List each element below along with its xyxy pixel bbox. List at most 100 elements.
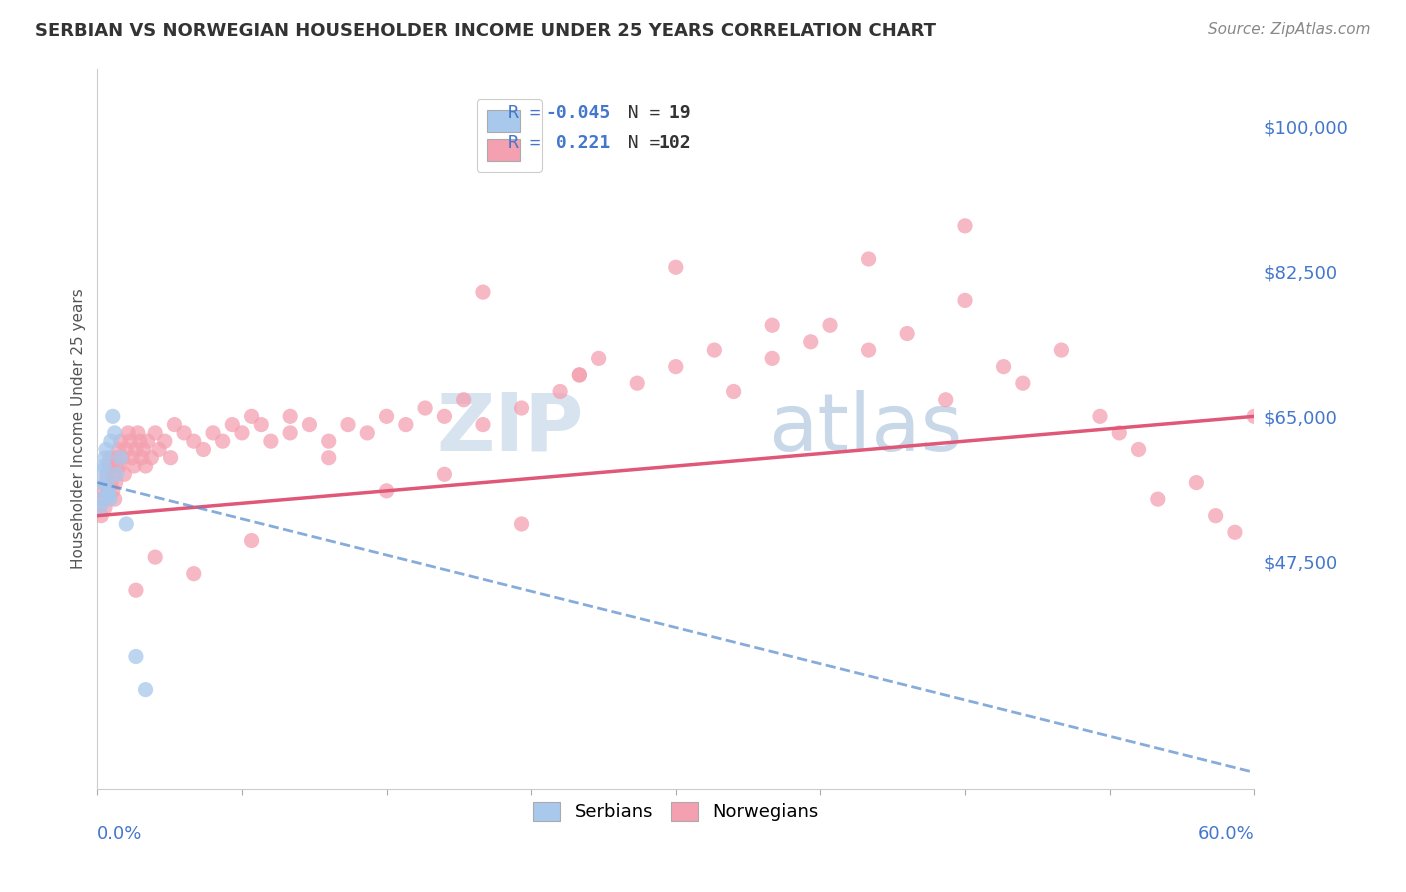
- Point: [115, 442, 138, 457]
- Text: -0.045: -0.045: [546, 104, 610, 122]
- Point: [91, 463, 114, 477]
- Text: SERBIAN VS NORWEGIAN HOUSEHOLDER INCOME UNDER 25 YEARS CORRELATION CHART: SERBIAN VS NORWEGIAN HOUSEHOLDER INCOME …: [35, 22, 936, 40]
- Text: R =: R =: [508, 134, 551, 152]
- Point: [153, 434, 176, 449]
- Point: [1108, 425, 1130, 440]
- Text: N =: N =: [606, 134, 672, 152]
- Point: [93, 458, 115, 473]
- Point: [125, 442, 148, 457]
- Point: [1050, 343, 1073, 357]
- Point: [548, 384, 571, 399]
- Point: [98, 492, 121, 507]
- Point: [183, 566, 205, 581]
- Point: [453, 392, 475, 407]
- Point: [1128, 442, 1150, 457]
- Point: [97, 483, 120, 498]
- Point: [278, 409, 301, 424]
- Point: [858, 343, 880, 357]
- Text: 60.0%: 60.0%: [1198, 825, 1254, 843]
- Point: [375, 483, 398, 498]
- Text: Source: ZipAtlas.com: Source: ZipAtlas.com: [1208, 22, 1371, 37]
- Point: [136, 434, 159, 449]
- Point: [131, 450, 153, 465]
- Point: [101, 458, 124, 473]
- Point: [96, 475, 118, 490]
- Point: [103, 467, 125, 482]
- Point: [395, 417, 418, 432]
- Point: [90, 492, 112, 507]
- Point: [240, 533, 263, 548]
- Point: [568, 368, 591, 382]
- Point: [818, 318, 841, 333]
- Point: [231, 425, 253, 440]
- Point: [183, 434, 205, 449]
- Point: [98, 450, 121, 465]
- Point: [221, 417, 243, 432]
- Point: [100, 475, 122, 490]
- Point: [97, 483, 120, 498]
- Point: [97, 458, 120, 473]
- Text: ZIP: ZIP: [436, 390, 583, 467]
- Point: [110, 450, 132, 465]
- Point: [665, 260, 688, 275]
- Point: [1088, 409, 1111, 424]
- Point: [723, 384, 745, 399]
- Point: [101, 483, 124, 498]
- Text: atlas: atlas: [768, 390, 963, 467]
- Point: [568, 368, 591, 382]
- Point: [935, 392, 957, 407]
- Point: [1011, 376, 1033, 391]
- Point: [148, 442, 170, 457]
- Point: [163, 417, 186, 432]
- Point: [121, 450, 143, 465]
- Point: [260, 434, 283, 449]
- Point: [413, 401, 436, 415]
- Text: N =: N =: [606, 104, 672, 122]
- Point: [89, 500, 111, 515]
- Point: [120, 434, 142, 449]
- Point: [1243, 409, 1265, 424]
- Point: [110, 434, 132, 449]
- Point: [588, 351, 610, 366]
- Text: 0.221: 0.221: [546, 134, 610, 152]
- Point: [510, 516, 533, 531]
- Point: [250, 417, 273, 432]
- Point: [337, 417, 360, 432]
- Point: [1146, 492, 1168, 507]
- Point: [993, 359, 1015, 374]
- Point: [104, 492, 127, 507]
- Point: [761, 318, 783, 333]
- Point: [132, 442, 155, 457]
- Point: [127, 425, 149, 440]
- Point: [761, 351, 783, 366]
- Point: [90, 508, 112, 523]
- Point: [356, 425, 378, 440]
- Text: R =: R =: [508, 104, 551, 122]
- Point: [703, 343, 725, 357]
- Point: [135, 682, 157, 697]
- Point: [240, 409, 263, 424]
- Point: [97, 488, 120, 502]
- Point: [108, 458, 131, 473]
- Point: [510, 401, 533, 415]
- Point: [278, 425, 301, 440]
- Text: 0.0%: 0.0%: [97, 825, 143, 843]
- Point: [1223, 525, 1246, 540]
- Point: [159, 450, 181, 465]
- Point: [173, 425, 195, 440]
- Point: [143, 550, 166, 565]
- Point: [800, 334, 823, 349]
- Point: [472, 417, 495, 432]
- Point: [896, 326, 918, 341]
- Point: [125, 649, 148, 664]
- Y-axis label: Householder Income Under 25 years: Householder Income Under 25 years: [72, 288, 86, 569]
- Point: [91, 483, 114, 498]
- Point: [115, 516, 138, 531]
- Point: [318, 450, 340, 465]
- Point: [626, 376, 648, 391]
- Point: [1205, 508, 1227, 523]
- Point: [193, 442, 215, 457]
- Point: [105, 458, 128, 473]
- Point: [117, 425, 139, 440]
- Point: [111, 450, 134, 465]
